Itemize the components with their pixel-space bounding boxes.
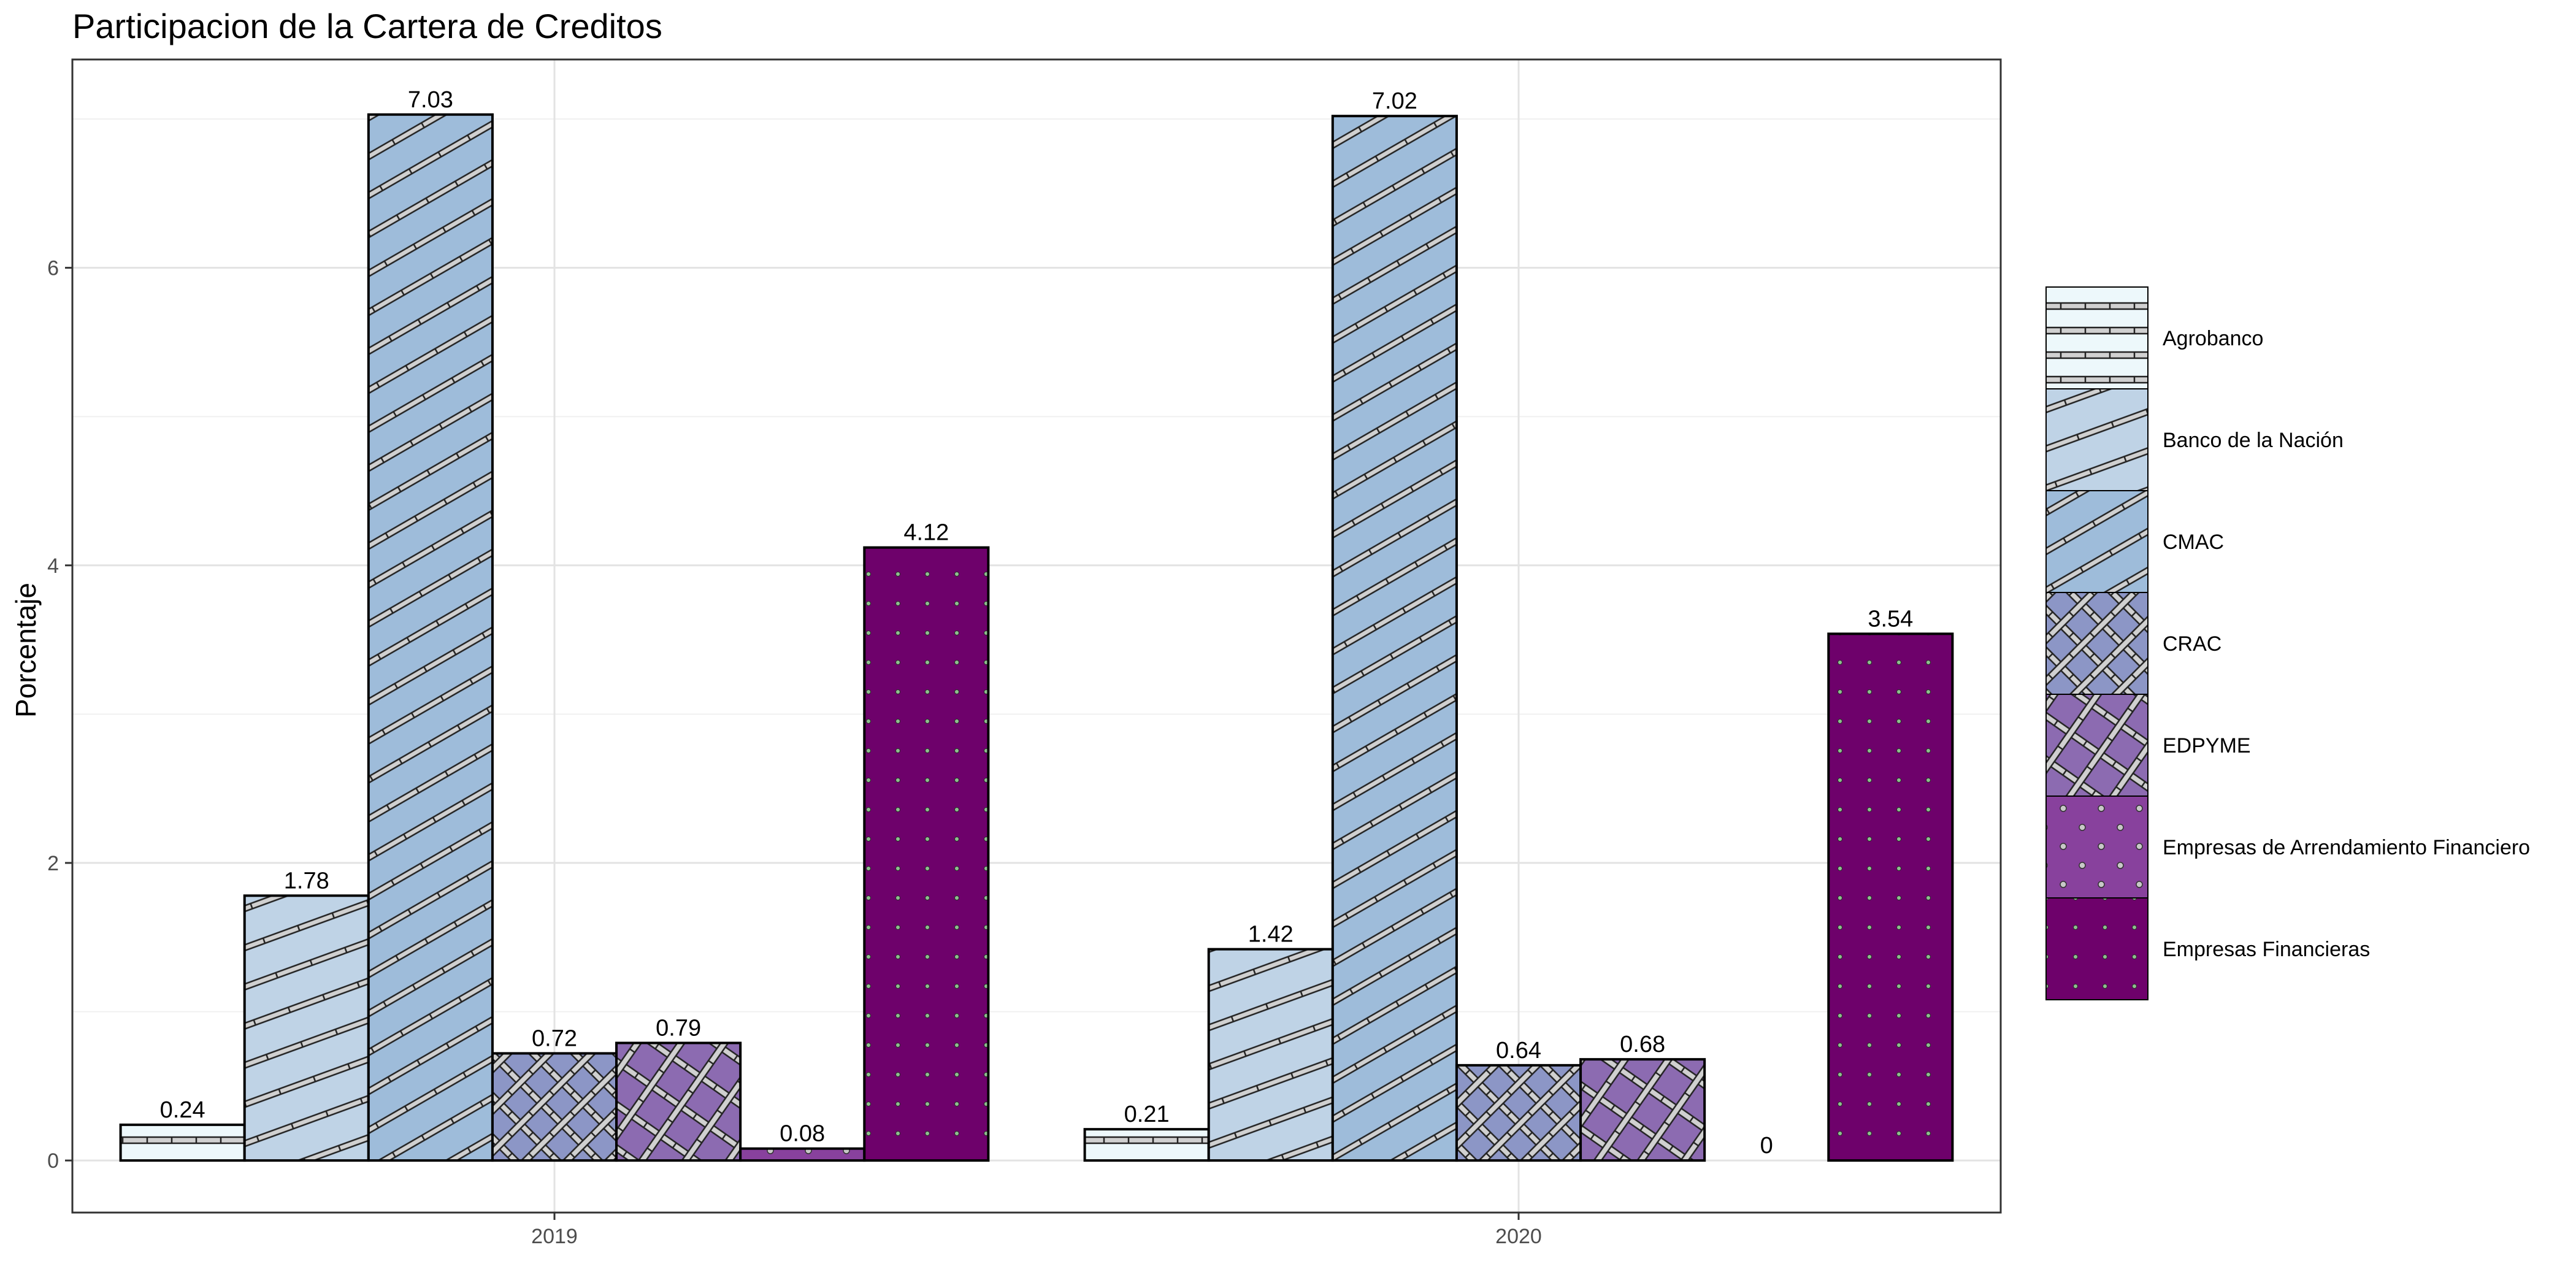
panel-border bbox=[71, 58, 2002, 1214]
legend-item-edpyme: EDPYME bbox=[2045, 694, 2251, 797]
data-label-agrobanco-2019: 0.24 bbox=[160, 1097, 205, 1123]
legend-label-agrobanco: Agrobanco bbox=[2163, 327, 2263, 350]
data-label-cmac-2020: 7.02 bbox=[1372, 88, 1417, 114]
y-tick-label: 4 bbox=[47, 554, 59, 578]
bar-agrobanco-2019 bbox=[119, 1123, 246, 1162]
bar-agrobanco-2020 bbox=[1083, 1128, 1210, 1162]
bar-empresas-financieras-2020 bbox=[1827, 632, 1954, 1162]
data-label-empresas-financieras-2020: 3.54 bbox=[1868, 606, 1913, 632]
bar-cmac-2019 bbox=[367, 113, 494, 1162]
y-tick-label: 6 bbox=[47, 257, 59, 280]
legend-item-cmac: CMAC bbox=[2045, 490, 2224, 593]
x-tick-label-2019: 2019 bbox=[531, 1225, 578, 1248]
legend-label-empresas-financieras: Empresas Financieras bbox=[2163, 938, 2370, 961]
y-axis-title: Porcentaje bbox=[10, 583, 42, 718]
bar-edpyme-2020 bbox=[1579, 1058, 1706, 1162]
legend-key-empresas-financieras bbox=[2045, 897, 2149, 1000]
bar-banco-de-la-nacion-2019 bbox=[243, 894, 370, 1162]
data-label-edpyme-2019: 0.79 bbox=[656, 1015, 701, 1041]
y-tick-label: 0 bbox=[47, 1149, 59, 1173]
legend: Agrobanco Banco de la Nación CMAC CRAC EDPYM… bbox=[2045, 286, 2530, 1000]
legend-item-empresas-de-arrendamiento-financiero: Empresas de Arrendamiento Financiero bbox=[2045, 795, 2530, 899]
bar-edpyme-2019 bbox=[615, 1041, 742, 1162]
legend-label-cmac: CMAC bbox=[2163, 531, 2224, 554]
legend-key-empresas-de-arrendamiento-financiero bbox=[2045, 795, 2149, 899]
x-tick-label-2020: 2020 bbox=[1495, 1225, 1542, 1248]
legend-key-crac bbox=[2045, 592, 2149, 695]
data-label-banco-de-la-nacion-2019: 1.78 bbox=[284, 868, 329, 894]
bar-crac-2020 bbox=[1455, 1064, 1582, 1162]
data-label-empresas-de-arrendamiento-financiero-2020: 0 bbox=[1760, 1133, 1773, 1159]
legend-item-banco-de-la-nacion: Banco de la Nación bbox=[2045, 388, 2344, 491]
bar-empresas-financieras-2019 bbox=[863, 546, 990, 1162]
legend-item-agrobanco: Agrobanco bbox=[2045, 286, 2263, 389]
data-labels-layer: 0.24 1.78 7.03 0.72 0.79 0.08 4.12 0.21 1.42 7.02… bbox=[160, 87, 1914, 1159]
bar-crac-2019 bbox=[491, 1052, 618, 1162]
legend-item-empresas-financieras: Empresas Financieras bbox=[2045, 897, 2370, 1000]
bars-layer bbox=[119, 113, 1954, 1162]
bar-empresas-de-arrendamiento-financiero-2019 bbox=[739, 1147, 866, 1162]
legend-key-banco-de-la-nacion bbox=[2045, 388, 2149, 491]
legend-item-crac: CRAC bbox=[2045, 592, 2221, 695]
legend-key-cmac bbox=[2045, 490, 2149, 593]
data-label-agrobanco-2020: 0.21 bbox=[1124, 1102, 1170, 1127]
data-label-crac-2019: 0.72 bbox=[532, 1025, 577, 1051]
legend-label-banco-de-la-nacion: Banco de la Nación bbox=[2163, 429, 2344, 452]
data-label-empresas-de-arrendamiento-financiero-2019: 0.08 bbox=[780, 1121, 825, 1147]
data-label-edpyme-2020: 0.68 bbox=[1620, 1032, 1665, 1057]
chart-title: Participacion de la Cartera de Creditos bbox=[72, 7, 662, 45]
legend-key-edpyme bbox=[2045, 694, 2149, 797]
legend-label-edpyme: EDPYME bbox=[2163, 734, 2251, 757]
data-label-cmac-2019: 7.03 bbox=[408, 87, 453, 113]
data-label-banco-de-la-nacion-2020: 1.42 bbox=[1248, 922, 1294, 948]
data-label-crac-2020: 0.64 bbox=[1496, 1038, 1541, 1064]
y-tick-label: 2 bbox=[47, 852, 59, 875]
data-label-empresas-financieras-2019: 4.12 bbox=[903, 520, 949, 546]
bar-banco-de-la-nacion-2020 bbox=[1207, 948, 1334, 1162]
legend-key-agrobanco bbox=[2045, 286, 2149, 389]
axes-layer: 0 2 4 6 2019 2020 bbox=[47, 58, 2002, 1248]
bar-cmac-2020 bbox=[1331, 115, 1458, 1162]
legend-label-crac: CRAC bbox=[2163, 632, 2221, 656]
legend-label-empresas-de-arrendamiento-financiero: Empresas de Arrendamiento Financiero bbox=[2163, 836, 2530, 859]
